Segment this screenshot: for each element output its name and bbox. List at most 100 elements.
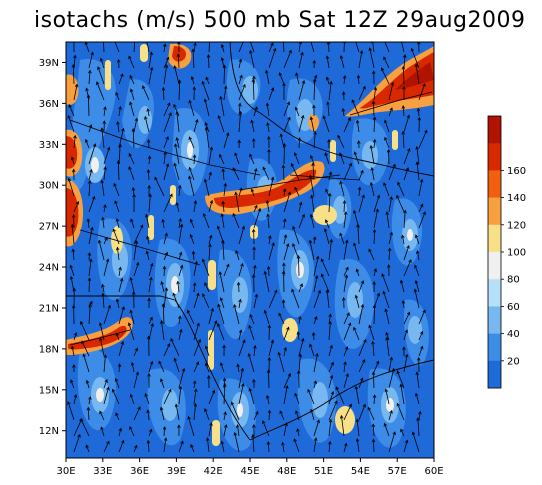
wind-vector (397, 182, 405, 197)
wind-vector (343, 346, 348, 357)
colorbar-label: 140 (507, 193, 526, 204)
wind-vector (343, 322, 351, 341)
wind-vector (388, 164, 396, 181)
wind-vector-head (375, 208, 379, 213)
wind-vector-head (236, 281, 241, 286)
wind-vector-head (382, 290, 386, 295)
wind-vector (268, 370, 270, 389)
wind-vector-head (385, 331, 389, 336)
wind-vector (99, 338, 105, 357)
wind-vector-head (342, 75, 347, 79)
wind-vector-head (406, 245, 410, 249)
wind-vector-head (414, 279, 419, 284)
wind-vector (142, 85, 150, 101)
wind-vector-head (316, 419, 320, 424)
wind-vector-head (341, 107, 346, 112)
wind-vector-head (373, 86, 378, 91)
wind-vector-head (399, 279, 404, 284)
wind-vector-head (312, 236, 317, 240)
wind-vector (85, 139, 90, 149)
wind-vector-head (253, 344, 257, 349)
wind-vector-head (402, 85, 406, 90)
wind-vector-head (254, 293, 259, 298)
lon-tick-label: 45E (240, 466, 259, 477)
wind-vector-head (396, 194, 400, 199)
wind-vector (100, 58, 105, 69)
wind-vector-head (175, 202, 180, 206)
wind-vector (337, 135, 345, 149)
wind-vector (88, 52, 94, 69)
wind-vector-head (204, 126, 209, 131)
wind-vector (396, 195, 405, 213)
wind-vector (233, 304, 240, 325)
wind-vector (328, 441, 331, 453)
wind-vector (262, 420, 270, 437)
wind-vector-head (292, 243, 296, 247)
wind-vector-head (294, 392, 298, 397)
wind-vector (357, 224, 360, 245)
wind-vector-head (282, 37, 285, 40)
wind-vector-head (129, 426, 133, 430)
wind-vector-head (342, 200, 347, 204)
wind-vector (113, 183, 120, 197)
wind-vector (353, 243, 360, 261)
wind-vector (417, 108, 420, 117)
wind-vector (268, 42, 274, 53)
wind-vector (324, 152, 330, 165)
wind-vector-head (216, 322, 221, 327)
wind-vector (313, 131, 316, 149)
lon-tick-label: 42E (204, 466, 223, 477)
wind-vector-head (208, 38, 211, 41)
wind-vector-head (211, 389, 216, 394)
wind-vector-head (113, 182, 117, 187)
wind-vector-head (369, 145, 374, 149)
wind-vector (278, 313, 285, 325)
wind-vector (326, 290, 330, 309)
wind-vector (223, 378, 226, 389)
wind-vector-head (114, 377, 119, 382)
wind-vector (418, 411, 421, 421)
wind-vector-head (329, 80, 333, 85)
wind-vector (223, 383, 226, 405)
wind-vector (148, 52, 152, 69)
wind-vector (133, 262, 139, 277)
wind-vector (386, 211, 390, 229)
wind-vector (328, 419, 332, 437)
wind-vector-head (180, 440, 184, 445)
wind-vector-head (372, 281, 376, 285)
wind-vector-head (189, 233, 193, 238)
wind-vector-head (144, 213, 149, 218)
wind-vector-head (407, 147, 411, 152)
wind-vector-head (163, 43, 167, 47)
wind-vector-head (359, 50, 364, 54)
wind-vector (112, 389, 120, 405)
wind-vector (223, 183, 226, 197)
wind-vector (402, 131, 405, 149)
wind-vector (208, 42, 210, 53)
wind-vector-head (147, 297, 151, 302)
wind-vector (162, 304, 165, 325)
wind-vector-head (335, 386, 339, 391)
wind-vector (133, 224, 144, 245)
wind-vector-head (399, 33, 402, 36)
wind-vector-head (175, 111, 179, 115)
wind-vector-head (132, 193, 136, 198)
wind-vector (178, 329, 182, 341)
wind-vector-head (128, 55, 132, 60)
wind-vector-head (100, 426, 104, 431)
wind-vector (267, 122, 270, 133)
wind-vector (358, 50, 363, 69)
wind-vector-head (107, 304, 111, 309)
wind-vector-head (262, 166, 266, 171)
wind-vector-head (116, 121, 120, 125)
wind-vector (354, 151, 360, 165)
wind-vector-head (339, 232, 343, 237)
wind-vector (204, 179, 210, 197)
wind-vector-head (345, 373, 349, 377)
wind-vector-head (134, 240, 139, 244)
wind-vector-head (85, 379, 90, 384)
wind-vector (70, 379, 75, 389)
wind-vector (193, 119, 198, 133)
wind-vector (343, 373, 349, 389)
wind-vector-head (420, 345, 424, 350)
